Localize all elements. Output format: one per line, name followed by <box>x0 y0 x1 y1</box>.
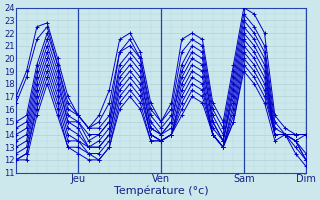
X-axis label: Température (°c): Température (°c) <box>114 185 208 196</box>
